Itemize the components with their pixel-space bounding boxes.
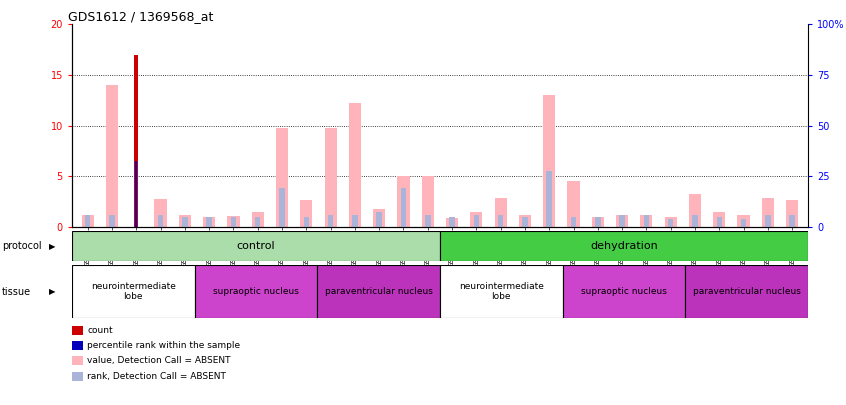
Text: supraoptic nucleus: supraoptic nucleus [581,287,667,296]
Bar [568,181,580,227]
Bar [543,95,555,227]
Text: count: count [87,326,113,335]
Bar [738,215,750,227]
Bar [155,200,167,227]
Bar [182,217,188,227]
Bar [741,219,746,227]
Bar [761,198,774,227]
Text: ▶: ▶ [49,241,56,251]
Bar [640,215,652,227]
Bar [446,218,459,227]
Bar [109,215,115,227]
Bar [228,216,239,227]
Bar [522,217,528,227]
Text: neurointermediate
lobe: neurointermediate lobe [91,282,176,301]
Bar [135,161,137,227]
Bar [179,215,191,227]
Bar [765,215,771,227]
Bar [72,231,440,261]
Bar [421,176,434,227]
Bar [474,215,479,227]
Bar [328,215,333,227]
Bar [304,217,309,227]
Bar [317,265,440,318]
Bar [519,215,531,227]
Bar [206,217,212,227]
Bar [300,200,312,227]
Bar [425,215,431,227]
Bar [85,215,91,227]
Text: neurointermediate
lobe: neurointermediate lobe [459,282,544,301]
Bar [279,188,285,227]
Bar [498,215,503,227]
Bar [373,209,385,227]
Bar [665,217,677,227]
Text: paraventricular nucleus: paraventricular nucleus [693,287,800,296]
Bar [195,265,317,318]
Text: protocol: protocol [2,241,41,251]
Bar [470,211,482,227]
Text: control: control [237,241,275,251]
Bar [668,219,673,227]
Bar [689,194,701,227]
Bar [619,215,625,227]
Bar [135,55,138,227]
Bar [591,217,604,227]
Bar [276,128,288,227]
Bar [352,215,358,227]
Bar [255,217,261,227]
Bar [251,211,264,227]
Bar [495,198,507,227]
Text: GDS1612 / 1369568_at: GDS1612 / 1369568_at [69,10,213,23]
Bar [81,215,94,227]
Bar [106,85,118,227]
Bar [595,217,601,227]
Bar [786,200,799,227]
Bar [203,217,215,227]
Bar [547,171,552,227]
Text: value, Detection Call = ABSENT: value, Detection Call = ABSENT [87,356,231,365]
Bar [376,211,382,227]
Bar [401,188,406,227]
Bar [440,265,563,318]
Bar [325,128,337,227]
Bar [789,215,795,227]
Bar [231,217,236,227]
Text: ▶: ▶ [49,287,56,296]
Bar [616,215,629,227]
Text: paraventricular nucleus: paraventricular nucleus [325,287,432,296]
Bar [349,103,361,227]
Text: rank, Detection Call = ABSENT: rank, Detection Call = ABSENT [87,372,226,381]
Bar [563,265,685,318]
Bar [72,265,195,318]
Bar [692,215,698,227]
Bar [440,231,808,261]
Bar [158,215,163,227]
Bar [398,176,409,227]
Bar [571,217,576,227]
Bar [449,217,455,227]
Bar [685,265,808,318]
Text: tissue: tissue [2,287,30,296]
Text: supraoptic nucleus: supraoptic nucleus [213,287,299,296]
Text: dehydration: dehydration [590,241,658,251]
Bar [717,217,722,227]
Bar [644,215,649,227]
Bar [713,211,725,227]
Text: percentile rank within the sample: percentile rank within the sample [87,341,240,350]
